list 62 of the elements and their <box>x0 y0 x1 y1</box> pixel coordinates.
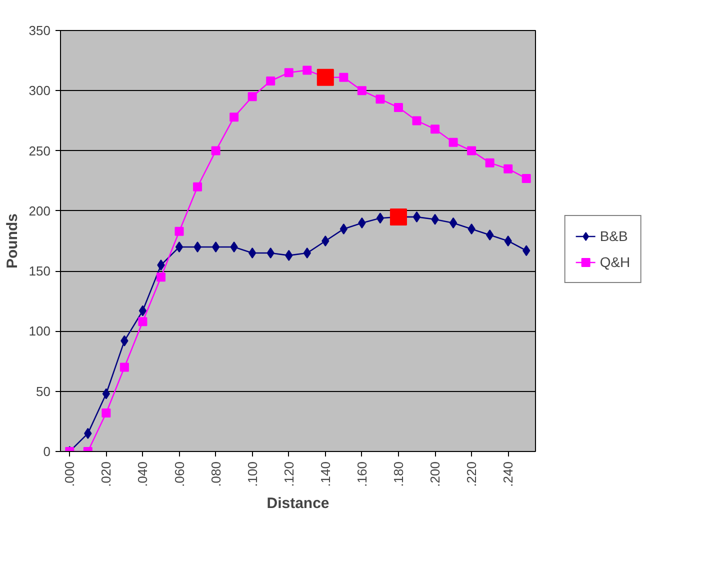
y-tick-label: 50 <box>36 384 51 399</box>
point <box>467 146 476 156</box>
point <box>284 68 294 78</box>
point <box>211 146 220 156</box>
point <box>175 242 184 253</box>
point <box>302 66 312 75</box>
point <box>138 317 148 326</box>
point <box>412 116 422 126</box>
point <box>316 68 334 86</box>
point <box>504 236 512 246</box>
y-tick-label: 200 <box>28 203 51 218</box>
y-tick-label: 300 <box>28 83 51 98</box>
point <box>339 72 348 82</box>
y-tick-label: 250 <box>28 143 51 158</box>
point <box>120 362 129 372</box>
point <box>138 305 147 316</box>
legend-label: Q&H <box>600 254 630 270</box>
legend-label: B&B <box>600 228 628 244</box>
point <box>485 158 494 168</box>
x-tick-label: .080 <box>208 461 224 487</box>
x-tick-label: .100 <box>244 461 260 487</box>
point <box>394 102 403 112</box>
point <box>357 86 366 96</box>
y-tick-label: 150 <box>28 264 51 279</box>
x-tick-label: .020 <box>98 461 114 487</box>
x-tick-label: .000 <box>62 461 78 487</box>
point <box>449 217 458 228</box>
x-tick-label: .240 <box>500 461 516 487</box>
point <box>430 124 440 134</box>
point <box>322 236 330 246</box>
y-tick-label: 0 <box>43 444 51 459</box>
point <box>156 272 166 282</box>
point <box>504 164 513 174</box>
point <box>248 248 256 259</box>
point <box>102 388 110 400</box>
x-tick-label: .160 <box>354 461 370 487</box>
point <box>102 408 111 418</box>
x-tick-label: .060 <box>172 461 187 487</box>
x-tick-label: .140 <box>318 461 333 487</box>
x-tick-label: .200 <box>428 461 443 487</box>
point <box>448 138 458 147</box>
x-tick-label: .120 <box>281 461 296 487</box>
point <box>248 92 257 102</box>
point <box>522 174 531 183</box>
point <box>412 211 421 222</box>
point <box>266 76 276 86</box>
point <box>212 242 220 253</box>
x-tick-label: .040 <box>135 461 150 487</box>
x-tick-label: .220 <box>464 461 480 487</box>
x-axis-title: Distance <box>266 494 330 512</box>
point <box>340 223 348 234</box>
y-axis-title: Pounds <box>4 214 21 268</box>
point <box>486 229 494 240</box>
point <box>376 94 385 104</box>
point <box>376 212 384 224</box>
y-tick-label: 100 <box>28 324 51 339</box>
point <box>390 208 407 226</box>
x-tick-label: .180 <box>390 461 406 487</box>
point <box>193 182 202 192</box>
point <box>230 112 239 122</box>
y-tick-label: 350 <box>28 23 51 38</box>
point <box>174 226 184 236</box>
